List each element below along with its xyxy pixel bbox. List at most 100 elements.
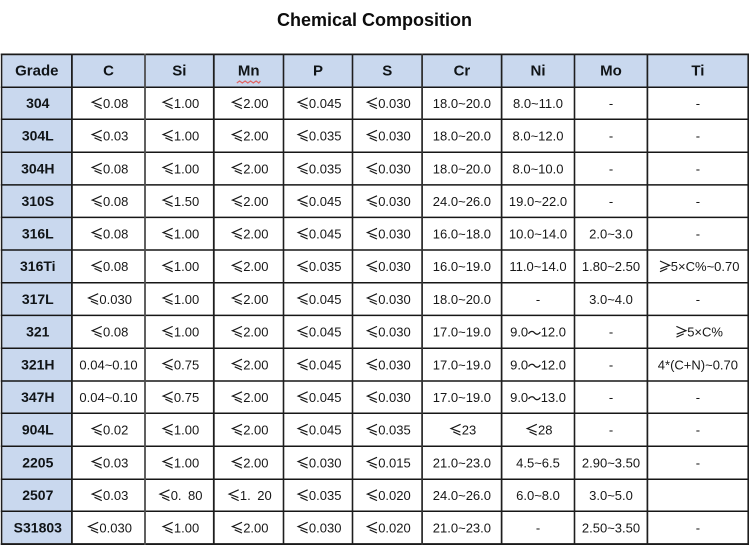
svg-text:0.020: 0.020 (378, 520, 411, 535)
svg-text:0.035: 0.035 (378, 422, 411, 437)
svg-text:11.0~14.0: 11.0~14.0 (509, 259, 566, 274)
svg-text:0.04~0.10: 0.04~0.10 (79, 357, 137, 372)
svg-text:321H: 321H (21, 356, 54, 372)
svg-text:2.00: 2.00 (243, 161, 268, 176)
svg-text:Cr: Cr (454, 63, 471, 80)
svg-text:1.00: 1.00 (174, 259, 199, 274)
svg-text:304: 304 (26, 95, 50, 111)
svg-text:2.00: 2.00 (243, 357, 268, 372)
svg-text:0.035: 0.035 (309, 161, 342, 176)
svg-text:17.0~19.0: 17.0~19.0 (433, 390, 491, 405)
svg-text:1.50: 1.50 (174, 194, 199, 209)
svg-text:4.5~6.5: 4.5~6.5 (516, 455, 560, 470)
svg-text:C: C (103, 63, 114, 80)
svg-text:-: - (696, 520, 700, 535)
svg-text:0.08: 0.08 (103, 226, 128, 241)
svg-text:-: - (609, 194, 613, 209)
svg-text:1.00: 1.00 (174, 96, 199, 111)
svg-text:0.045: 0.045 (309, 357, 342, 372)
svg-text:0.08: 0.08 (103, 96, 128, 111)
svg-text:2.00: 2.00 (243, 226, 268, 241)
svg-text:2.0~3.0: 2.0~3.0 (589, 226, 633, 241)
svg-text:3.0~4.0: 3.0~4.0 (589, 292, 633, 307)
svg-text:0.045: 0.045 (309, 226, 342, 241)
svg-text:Mn: Mn (238, 63, 260, 80)
svg-text:0.030: 0.030 (378, 292, 411, 307)
svg-text:-: - (696, 390, 700, 405)
svg-text:321: 321 (26, 324, 50, 340)
svg-text:0. 80: 0. 80 (171, 488, 203, 503)
svg-text:0.030: 0.030 (378, 128, 411, 143)
svg-text:1.00: 1.00 (174, 292, 199, 307)
svg-text:-: - (536, 292, 540, 307)
svg-text:0.030: 0.030 (378, 161, 411, 176)
svg-text:0.04~0.10: 0.04~0.10 (79, 390, 137, 405)
svg-text:0.02: 0.02 (103, 422, 128, 437)
svg-text:18.0~20.0: 18.0~20.0 (433, 128, 491, 143)
svg-text:0.030: 0.030 (378, 259, 411, 274)
svg-text:-: - (696, 292, 700, 307)
svg-text:1.00: 1.00 (174, 520, 199, 535)
svg-text:-: - (609, 390, 613, 405)
svg-text:9.0: 9.0 (510, 390, 528, 405)
svg-text:Mo: Mo (600, 63, 622, 80)
svg-text:18.0~20.0: 18.0~20.0 (433, 292, 491, 307)
svg-text:-: - (696, 455, 700, 470)
svg-text:Chemical Composition: Chemical Composition (277, 10, 472, 30)
svg-text:Si: Si (172, 63, 186, 80)
svg-text:-: - (609, 325, 613, 340)
svg-text:0.045: 0.045 (309, 96, 342, 111)
svg-text:-: - (536, 520, 540, 535)
svg-text:24.0~26.0: 24.0~26.0 (433, 488, 491, 503)
svg-text:0.045: 0.045 (309, 194, 342, 209)
svg-text:5×C%: 5×C% (687, 325, 723, 340)
svg-text:0.75: 0.75 (174, 357, 199, 372)
svg-text:-: - (696, 96, 700, 111)
svg-text:12.0: 12.0 (541, 357, 566, 372)
svg-text:0.08: 0.08 (103, 325, 128, 340)
svg-text:0.045: 0.045 (309, 390, 342, 405)
svg-text:2.00: 2.00 (243, 455, 268, 470)
svg-text:0.035: 0.035 (309, 488, 342, 503)
svg-text:0.08: 0.08 (103, 259, 128, 274)
svg-text:0.030: 0.030 (99, 292, 132, 307)
svg-text:0.030: 0.030 (378, 96, 411, 111)
svg-text:-: - (609, 96, 613, 111)
svg-text:0.015: 0.015 (378, 455, 411, 470)
svg-text:Ni: Ni (531, 63, 546, 80)
svg-text:0.030: 0.030 (378, 194, 411, 209)
svg-text:1.80~2.50: 1.80~2.50 (582, 259, 640, 274)
svg-text:18.0~20.0: 18.0~20.0 (433, 161, 491, 176)
svg-text:19.0~22.0: 19.0~22.0 (509, 194, 567, 209)
svg-text:2.00: 2.00 (243, 422, 268, 437)
svg-text:10.0~14.0: 10.0~14.0 (509, 226, 567, 241)
svg-text:0.030: 0.030 (309, 520, 342, 535)
svg-text:0.030: 0.030 (378, 325, 411, 340)
svg-text:8.0~12.0: 8.0~12.0 (513, 128, 564, 143)
svg-text:0.030: 0.030 (99, 520, 132, 535)
svg-text:-: - (696, 422, 700, 437)
svg-text:0.03: 0.03 (103, 488, 128, 503)
svg-text:12.0: 12.0 (541, 325, 566, 340)
svg-text:347H: 347H (21, 389, 54, 405)
svg-text:Ti: Ti (691, 63, 704, 80)
svg-text:2.00: 2.00 (243, 520, 268, 535)
svg-text:-: - (696, 161, 700, 176)
svg-text:1.00: 1.00 (174, 455, 199, 470)
svg-text:16.0~19.0: 16.0~19.0 (433, 259, 491, 274)
svg-text:0.75: 0.75 (174, 390, 199, 405)
svg-text:0.030: 0.030 (378, 390, 411, 405)
svg-text:9.0: 9.0 (510, 357, 528, 372)
svg-text:2.00: 2.00 (243, 96, 268, 111)
svg-text:0.020: 0.020 (378, 488, 411, 503)
svg-text:2.00: 2.00 (243, 292, 268, 307)
svg-text:904L: 904L (22, 421, 54, 437)
svg-text:0.045: 0.045 (309, 325, 342, 340)
svg-text:2.00: 2.00 (243, 259, 268, 274)
svg-text:1. 20: 1. 20 (240, 488, 272, 503)
svg-text:P: P (313, 63, 323, 80)
svg-text:2.90~3.50: 2.90~3.50 (582, 455, 640, 470)
svg-text:316L: 316L (22, 225, 54, 241)
svg-text:317L: 317L (22, 291, 54, 307)
svg-text:9.0: 9.0 (510, 325, 528, 340)
